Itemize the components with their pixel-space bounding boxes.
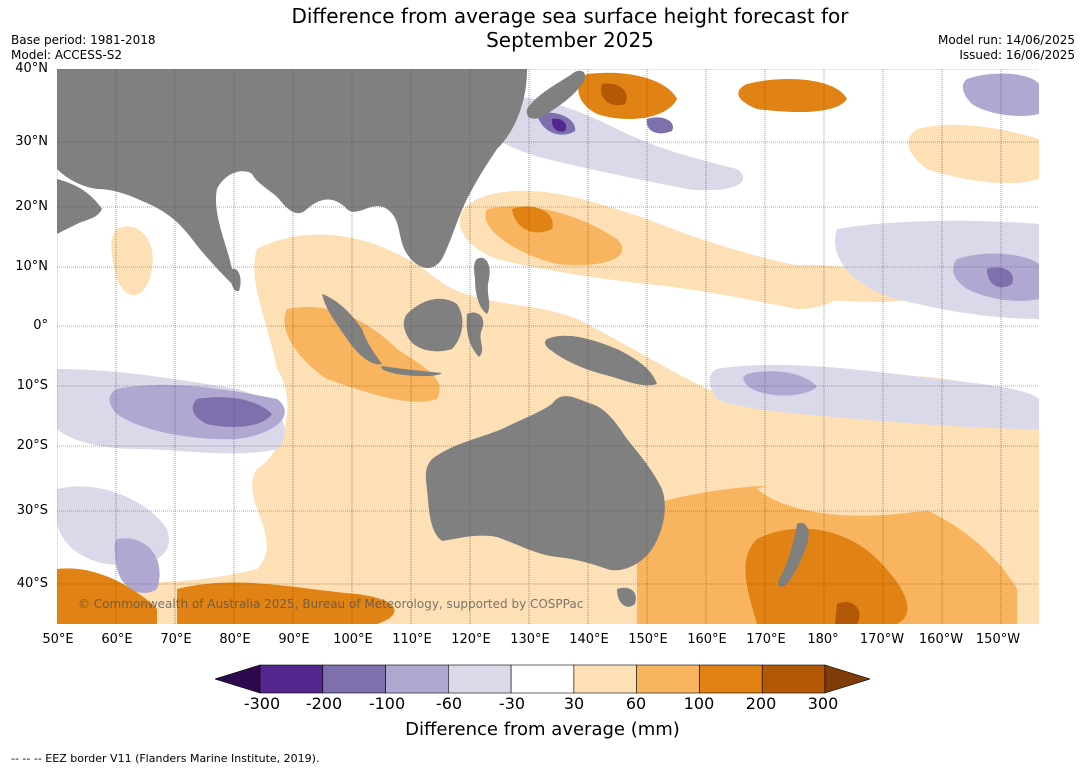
colorbar-extend-high — [824, 664, 870, 694]
colorbar-tick: 300 — [807, 694, 839, 713]
sri-lanka-landmass — [230, 268, 241, 292]
positive-anomaly-region — [57, 568, 157, 624]
model-run: Model run: 14/06/2025 — [937, 33, 1075, 47]
colorbar-cell — [448, 664, 512, 694]
base-period: Base period: 1981-2018 — [11, 33, 156, 47]
meta-right: Model run: 14/06/2025 Issued: 16/06/2025 — [938, 33, 1075, 63]
arabia-landmass — [57, 179, 102, 234]
colorbar-cell — [510, 664, 575, 694]
colorbar-tick: 100 — [683, 694, 715, 713]
eez-footer-note: -- -- -- EEZ border V11 (Flanders Marine… — [11, 752, 320, 765]
colorbar-cell — [259, 664, 324, 694]
lon-label: 80°E — [219, 632, 251, 647]
negative-anomaly-region — [114, 538, 160, 593]
negative-anomaly-region — [962, 73, 1039, 116]
lat-label: 0° — [33, 318, 48, 333]
colorbar-tick: 30 — [563, 694, 585, 713]
borneo-landmass — [403, 298, 463, 352]
colorbar — [215, 664, 870, 694]
philippines-landmass — [474, 257, 490, 314]
colorbar-tick: -100 — [368, 694, 406, 713]
lon-label: 90°E — [278, 632, 310, 647]
negative-anomaly-region — [551, 118, 567, 132]
title-line-2: September 2025 — [486, 28, 654, 52]
lon-label: 130°E — [510, 632, 550, 647]
colorbar-cell — [573, 664, 637, 694]
colorbar-cell — [385, 664, 449, 694]
lon-label: 140°E — [569, 632, 609, 647]
lon-label: 50°E — [42, 632, 74, 647]
colorbar-tick: -300 — [243, 694, 281, 713]
colorbar-extend-low — [215, 664, 261, 694]
lon-label: 180° — [807, 632, 839, 647]
sulawesi-landmass — [466, 312, 484, 357]
meta-left: Base period: 1981-2018 Model: ACCESS-S2 — [11, 33, 156, 63]
new-zealand-landmass — [778, 522, 809, 587]
lat-label: 30°S — [16, 503, 48, 518]
tasmania-landmass — [617, 587, 636, 607]
java-landmass — [381, 366, 442, 377]
lon-label: 150°W — [975, 632, 1021, 647]
positive-anomaly-region — [177, 582, 395, 624]
lat-label: 30°N — [15, 134, 48, 149]
lat-label: 20°S — [16, 438, 48, 453]
positive-anomaly-region — [835, 601, 860, 624]
lon-label: 160°W — [918, 632, 964, 647]
lon-label: 160°E — [687, 632, 727, 647]
positive-anomaly-region — [745, 528, 908, 624]
issued-date: Issued: 16/06/2025 — [959, 48, 1075, 62]
sea-level-map — [57, 69, 1039, 624]
negative-anomaly-region — [987, 267, 1013, 288]
colorbar-tick: -200 — [305, 694, 343, 713]
lon-label: 60°E — [101, 632, 133, 647]
lon-label: 170°W — [859, 632, 905, 647]
asia-landmass — [57, 69, 527, 291]
positive-anomaly-region — [601, 83, 627, 106]
land-masses — [57, 69, 809, 607]
colorbar-cells — [215, 664, 870, 694]
colorbar-cell — [322, 664, 386, 694]
colorbar-tick: -60 — [435, 694, 463, 713]
colorbar-label: Difference from average (mm) — [405, 719, 680, 740]
negative-anomaly-fields — [57, 73, 1039, 593]
colorbar-cell — [636, 664, 700, 694]
lon-label: 70°E — [160, 632, 192, 647]
lat-label: 10°N — [15, 259, 48, 274]
colorbar-cell — [699, 664, 763, 694]
model-name: Model: ACCESS-S2 — [11, 48, 123, 62]
lat-label: 10°S — [16, 378, 48, 393]
lat-label: 40°N — [15, 61, 48, 76]
colorbar-cell — [761, 664, 826, 694]
colorbar-tick: 60 — [625, 694, 647, 713]
map-title: Difference from average sea surface heig… — [200, 4, 940, 52]
positive-anomaly-region — [738, 79, 847, 112]
lat-label: 40°S — [16, 576, 48, 591]
negative-anomaly-region — [646, 117, 673, 134]
graticule — [57, 69, 1039, 624]
lon-label: 100°E — [333, 632, 373, 647]
positive-anomaly-region — [908, 124, 1039, 184]
japan-landmass — [526, 70, 586, 119]
positive-anomaly-region — [512, 206, 553, 233]
australia-landmass — [425, 396, 665, 571]
new-guinea-landmass — [544, 335, 657, 386]
lon-label: 110°E — [392, 632, 432, 647]
colorbar-tick: 200 — [745, 694, 777, 713]
lon-label: 150°E — [628, 632, 668, 647]
negative-anomaly-region — [192, 397, 272, 427]
lon-label: 120°E — [451, 632, 491, 647]
positive-anomaly-region — [111, 226, 153, 296]
colorbar-tick: -30 — [498, 694, 526, 713]
positive-anomaly-region — [757, 462, 1017, 516]
copyright-credit: © Commonwealth of Australia 2025, Bureau… — [78, 597, 584, 611]
lat-label: 20°N — [15, 199, 48, 214]
lon-label: 170°E — [746, 632, 786, 647]
negative-anomaly-region — [743, 371, 817, 396]
title-line-1: Difference from average sea surface heig… — [291, 4, 849, 28]
